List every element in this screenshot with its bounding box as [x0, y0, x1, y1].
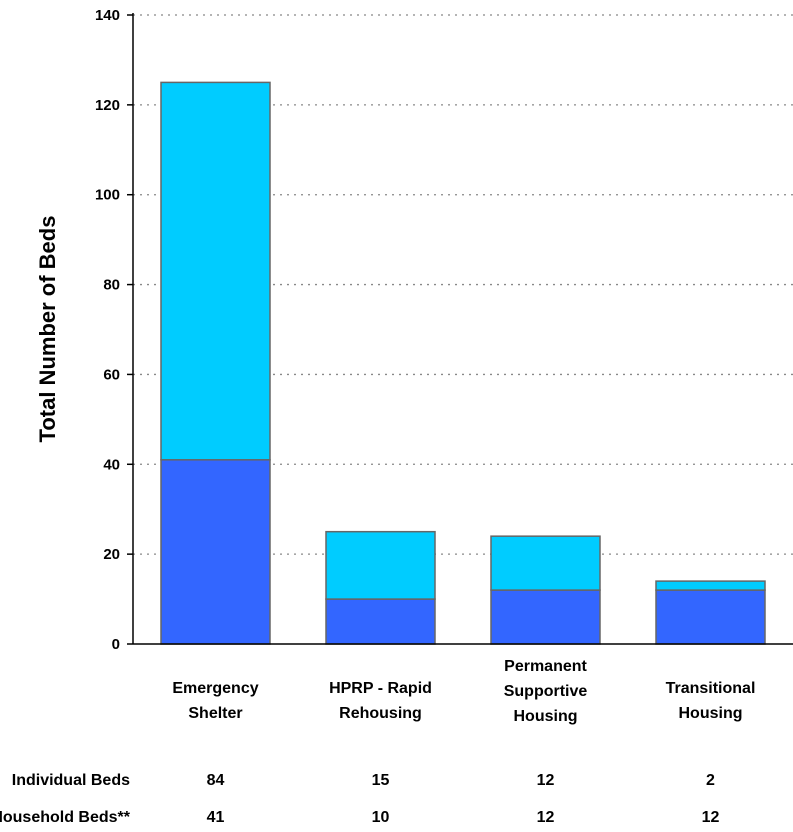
bar-segment-individual [655, 580, 766, 591]
bar-segment-individual [160, 81, 271, 461]
bar-segment-household [325, 598, 436, 645]
table-cell-value: 12 [702, 809, 720, 826]
bar-segment-individual [490, 535, 601, 591]
table-cell-value: 2 [706, 772, 715, 789]
category-label: Emergency [172, 680, 258, 697]
y-tick-label: 20 [103, 546, 120, 563]
category-label: Housing [679, 705, 743, 722]
table-cell-value: 10 [372, 809, 390, 826]
y-tick-label: 80 [103, 277, 120, 294]
table-row-label: Individual Beds [12, 772, 130, 789]
table-cell-value: 12 [537, 809, 555, 826]
category-label: Rehousing [339, 705, 422, 722]
table-cell-value: 12 [537, 772, 555, 789]
y-tick-label: 120 [95, 97, 120, 114]
table-cell-value: 15 [372, 772, 390, 789]
category-label: Housing [514, 708, 578, 725]
bar-segment-household [160, 459, 271, 645]
category-label: Transitional [666, 680, 756, 697]
y-tick-label: 100 [95, 187, 120, 204]
y-tick-label: 140 [95, 7, 120, 24]
category-label: Supportive [504, 683, 588, 700]
y-tick-label: 40 [103, 456, 120, 473]
category-label: Permanent [504, 658, 587, 675]
category-label: Shelter [188, 705, 242, 722]
table-row-label: Household Beds** [0, 809, 131, 826]
bar-segment-household [490, 589, 601, 645]
y-tick-label: 0 [112, 636, 120, 653]
y-tick-label: 60 [103, 366, 120, 383]
y-axis-title: Total Number of Beds [35, 216, 60, 443]
table-cell-value: 84 [207, 772, 225, 789]
bar-segment-household [655, 589, 766, 645]
category-label: HPRP - Rapid [329, 680, 432, 697]
bar-segment-individual [325, 530, 436, 600]
table-cell-value: 41 [207, 809, 225, 826]
